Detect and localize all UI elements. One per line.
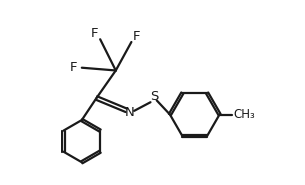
Text: F: F xyxy=(70,61,77,74)
Text: N: N xyxy=(125,106,135,119)
Text: F: F xyxy=(133,30,141,43)
Text: S: S xyxy=(150,90,158,103)
Text: F: F xyxy=(91,27,99,40)
Text: CH₃: CH₃ xyxy=(233,108,255,121)
